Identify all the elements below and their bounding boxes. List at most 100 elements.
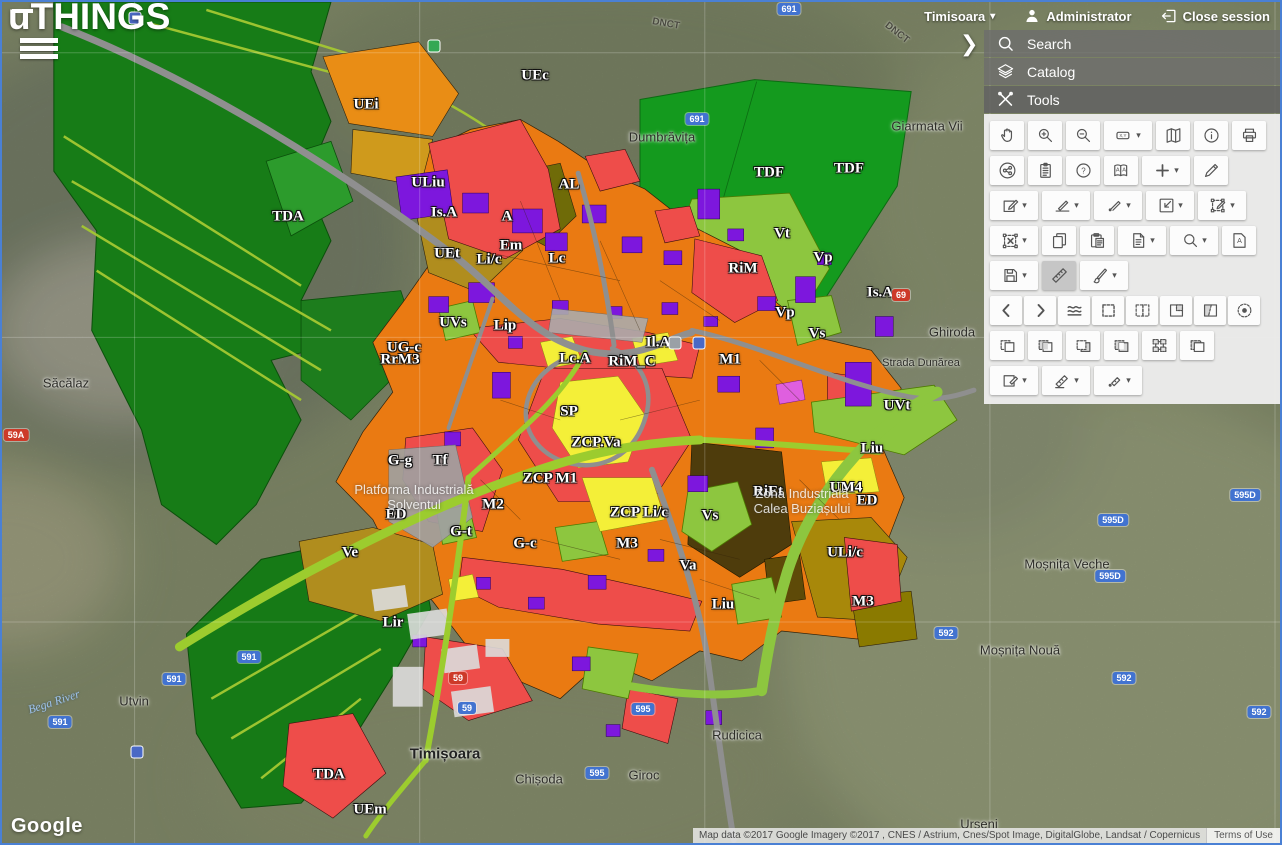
select-rect-button[interactable] [1092, 296, 1124, 325]
dropdown-caret-icon: ▾ [1022, 200, 1027, 210]
panel-menu-item-search[interactable]: Search [984, 30, 1280, 57]
dropdown-caret-icon: ▾ [1022, 235, 1027, 245]
dropdown-caret-icon: ▾ [1230, 200, 1235, 210]
toolbar-row [990, 296, 1274, 325]
dropdown-caret-icon: ▾ [1174, 165, 1179, 175]
overlay-grid-button[interactable] [1142, 331, 1176, 360]
zoom-in-button[interactable] [1028, 121, 1062, 150]
toolbar-row: ▾ ▾ ▾ A [990, 226, 1274, 255]
xy-coordinates-icon: X,Y [1115, 126, 1134, 145]
next-button[interactable] [1024, 296, 1056, 325]
notepad-button[interactable] [1028, 156, 1062, 185]
map-sheet-icon [1164, 126, 1183, 145]
dropdown-caret-icon: ▾ [1074, 200, 1079, 210]
terms-of-use-link[interactable]: Terms of Use [1206, 828, 1280, 843]
logo-macron-decoration [12, 9, 33, 13]
help-button[interactable]: ? [1066, 156, 1100, 185]
hamburger-menu-icon[interactable] [20, 38, 58, 62]
label-page-button[interactable]: A [1222, 226, 1256, 255]
clip-polygon-button[interactable] [1194, 296, 1226, 325]
edit-feature-icon [1001, 196, 1020, 215]
measure-length-button[interactable]: ▾ [1042, 366, 1090, 395]
draw-point-icon [1105, 196, 1124, 215]
tools-toolbar: X,Y ▾? A A ▾ ▾ ▾ ▾ ▾ ▾ ▾ ▾ ▾ A ▾ ▾ ▾ ▾ ▾ [984, 114, 1280, 404]
delete-feature-button[interactable]: ▾ [990, 226, 1038, 255]
ruler-button[interactable] [1042, 261, 1076, 290]
panel-menu-item-tools[interactable]: Tools [984, 86, 1280, 113]
buffer-button[interactable] [1228, 296, 1260, 325]
side-panel: Search Catalog Tools X,Y ▾? A A ▾ ▾ ▾ ▾ ▾ ▾ ▾ ▾ ▾ A ▾ ▾ ▾ ▾… [984, 30, 1280, 404]
share-button[interactable] [990, 156, 1024, 185]
add-button[interactable]: ▾ [1142, 156, 1190, 185]
print-icon [1240, 126, 1259, 145]
chevron-down-icon: ▾ [990, 10, 996, 22]
panel-menu-label: Tools [1027, 91, 1060, 108]
paint-style-icon [1091, 266, 1110, 285]
toolbar-row [990, 331, 1274, 360]
panel-menu-item-catalog[interactable]: Catalog [984, 58, 1280, 85]
zoom-out-button[interactable] [1066, 121, 1100, 150]
ruler-icon [1050, 266, 1069, 285]
dropdown-caret-icon: ▾ [1202, 235, 1207, 245]
smooth-icon [1065, 301, 1084, 320]
overlay-intersect-button[interactable] [1028, 331, 1062, 360]
toolbar-row: ▾ ▾ [990, 261, 1274, 290]
overlay-difference-icon [1074, 336, 1093, 355]
edit-feature-button[interactable]: ▾ [990, 191, 1038, 220]
svg-text:X,Y: X,Y [1120, 133, 1127, 138]
user-menu[interactable]: Administrator [1023, 7, 1132, 25]
overlay-merge-button[interactable] [1180, 331, 1214, 360]
erase-part-button[interactable] [1160, 296, 1192, 325]
notepad-icon [1036, 161, 1055, 180]
save-button[interactable]: ▾ [990, 261, 1038, 290]
city-selector[interactable]: Timisoara ▾ [924, 9, 995, 24]
delete-feature-icon [1001, 231, 1020, 250]
edit-vertices-icon [1209, 196, 1228, 215]
measure-area-button[interactable]: ▾ [990, 366, 1038, 395]
import-feature-button[interactable]: ▾ [1146, 191, 1194, 220]
close-session-label: Close session [1182, 8, 1270, 24]
paint-style-button[interactable]: ▾ [1080, 261, 1128, 290]
info-button[interactable] [1194, 121, 1228, 150]
search-features-button[interactable]: ▾ [1170, 226, 1218, 255]
app-logo: uTHINGS [8, 0, 171, 37]
menu-tools-icon [996, 90, 1015, 109]
panel-menu-label: Catalog [1027, 63, 1076, 80]
dropdown-caret-icon: ▾ [1126, 200, 1131, 210]
draw-line-button[interactable]: ▾ [1042, 191, 1090, 220]
overlay-grid-icon [1150, 336, 1169, 355]
dropdown-caret-icon: ▾ [1136, 130, 1141, 140]
map-sheet-button[interactable] [1156, 121, 1190, 150]
prev-icon [997, 301, 1016, 320]
city-selector-label: Timisoara [924, 8, 986, 24]
dropdown-caret-icon: ▾ [1112, 270, 1117, 280]
pan-hand-button[interactable] [990, 121, 1024, 150]
user-name: Administrator [1046, 8, 1132, 24]
overlay-sym-difference-button[interactable] [1104, 331, 1138, 360]
label-page-icon: A [1230, 231, 1249, 250]
print-button[interactable] [1232, 121, 1266, 150]
edit-vertices-button[interactable]: ▾ [1198, 191, 1246, 220]
xy-coordinates-button[interactable]: X,Y ▾ [1104, 121, 1152, 150]
smooth-button[interactable] [1058, 296, 1090, 325]
copy-button[interactable] [1042, 226, 1076, 255]
panel-collapse-arrow[interactable]: ❯ [960, 32, 979, 57]
share-icon [998, 161, 1017, 180]
document-button[interactable]: ▾ [1118, 226, 1166, 255]
prev-button[interactable] [990, 296, 1022, 325]
overlay-union-icon [998, 336, 1017, 355]
sketch-pencil-button[interactable] [1194, 156, 1228, 185]
pan-hand-icon [998, 126, 1017, 145]
overlay-union-button[interactable] [990, 331, 1024, 360]
draw-point-button[interactable]: ▾ [1094, 191, 1142, 220]
close-session-button[interactable]: Close session [1160, 7, 1270, 25]
paste-button[interactable] [1080, 226, 1114, 255]
toolbar-row: ? A A ▾ [990, 156, 1274, 185]
buffer-icon [1235, 301, 1254, 320]
split-polygon-button[interactable] [1126, 296, 1158, 325]
search-features-icon [1181, 231, 1200, 250]
attribution-text: Map data ©2017 Google Imagery ©2017 , CN… [692, 828, 1207, 843]
measure-path-button[interactable]: ▾ [1094, 366, 1142, 395]
overlay-difference-button[interactable] [1066, 331, 1100, 360]
